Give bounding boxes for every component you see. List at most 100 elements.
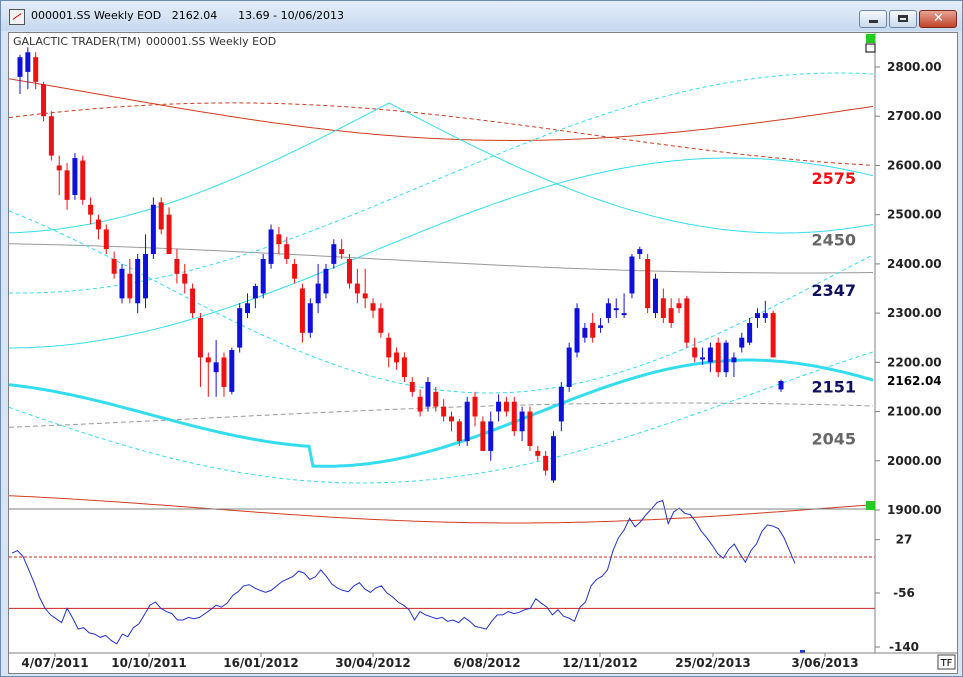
- oscillator-tick-label: 27: [896, 533, 913, 547]
- candle-up: [315, 283, 321, 304]
- candle-down: [64, 170, 70, 200]
- price-axis: 1900.00 2000.00 2100.00 2200.00 2300.00 2400.…: [875, 60, 942, 517]
- candle-down: [543, 455, 549, 471]
- candle-up: [519, 411, 525, 432]
- candle-up: [762, 313, 768, 319]
- candle-up: [229, 350, 235, 392]
- red-band-upper: [8, 78, 874, 141]
- candle-up: [307, 303, 313, 333]
- candle-down: [535, 450, 541, 456]
- candle-down: [472, 396, 478, 417]
- price-tick-label: 2500.00: [887, 208, 942, 222]
- chart-panel[interactable]: 1900.00 2000.00 2100.00 2200.00 2300.00 2400.…: [8, 32, 958, 674]
- candle-down: [684, 298, 690, 343]
- level-annotation: 2045: [811, 430, 856, 449]
- candle-down: [362, 293, 368, 299]
- oscillator-line: [11, 499, 796, 645]
- candle-down: [409, 382, 415, 392]
- level-annotation: 2151: [811, 377, 856, 396]
- candle-down: [347, 258, 353, 284]
- candle-up: [213, 362, 219, 373]
- candle-down: [339, 249, 345, 255]
- price-tick-label: 2700.00: [887, 109, 942, 123]
- symbol-label: 000001.SS Weekly EOD: [146, 35, 276, 48]
- candle-down: [645, 258, 651, 309]
- candle-up: [72, 158, 78, 195]
- maximize-icon: [898, 15, 908, 22]
- candle-down: [511, 401, 517, 432]
- candle-down: [527, 411, 533, 447]
- candle-down: [370, 303, 376, 311]
- candle-down: [386, 337, 392, 358]
- candle-down: [417, 396, 423, 412]
- candle-down: [197, 318, 203, 358]
- chart-svg[interactable]: 1900.00 2000.00 2100.00 2200.00 2300.00 2400.…: [8, 33, 957, 673]
- candle-down: [284, 244, 290, 259]
- title-bar[interactable]: 000001.SS Weekly EOD 2162.04 13.69 - 10/…: [1, 1, 962, 31]
- window-title: 000001.SS Weekly EOD 2162.04 13.69 - 10/…: [31, 9, 345, 22]
- candle-down: [715, 342, 721, 373]
- candle-down: [433, 391, 439, 407]
- candle-down: [503, 401, 509, 412]
- pane-toggle-button[interactable]: [865, 43, 876, 53]
- time-axis: 4/07/2011 10/10/2011 16/01/2012 30/04/2012 6…: [21, 653, 859, 670]
- candle-down: [158, 202, 164, 230]
- candle-down: [299, 288, 305, 333]
- maximize-button[interactable]: [889, 10, 917, 28]
- candle-down: [56, 165, 62, 171]
- candle-up: [707, 347, 713, 363]
- candle-up: [723, 342, 729, 373]
- candle-down: [174, 258, 180, 274]
- price-tick-label: 2300.00: [887, 306, 942, 320]
- candle-down: [378, 308, 384, 333]
- candle-up: [464, 401, 470, 442]
- candle-down: [692, 347, 698, 358]
- candle-down: [166, 214, 172, 255]
- cyan-band-mid: [9, 157, 874, 349]
- price-tick-label: 1900.00: [887, 503, 942, 517]
- candle-up: [252, 286, 258, 299]
- candle-up: [613, 308, 619, 311]
- candle-down: [668, 308, 674, 323]
- candle-up: [323, 268, 329, 294]
- price-tick-label: 2200.00: [887, 355, 942, 369]
- candle-down: [41, 84, 47, 117]
- candle-up: [574, 308, 580, 353]
- price-tick-label: 2100.00: [887, 405, 942, 419]
- bottom-marker: [866, 501, 875, 510]
- tf-button[interactable]: [937, 654, 956, 670]
- close-button[interactable]: ✕: [919, 10, 957, 28]
- cyan-band-dashed-a: [8, 210, 874, 394]
- candle-down: [221, 357, 227, 387]
- candle-down: [111, 258, 117, 274]
- cyan-band-primary: [8, 358, 874, 468]
- last-price-label: 2162.04: [887, 374, 942, 388]
- candle-up: [550, 436, 556, 481]
- oscillator: [9, 499, 875, 653]
- oscillator-axis: 27 -56 -140: [875, 533, 919, 654]
- candle-down: [33, 57, 39, 82]
- candle-down: [292, 263, 298, 279]
- red-band-lower: [8, 102, 874, 166]
- candle-up: [25, 52, 31, 72]
- candle-down: [770, 313, 776, 358]
- minimize-button[interactable]: [859, 10, 887, 28]
- time-tick-label: 10/10/2011: [111, 656, 187, 670]
- candle-down: [276, 234, 282, 245]
- candle-up: [150, 204, 156, 255]
- candle-up: [731, 357, 737, 363]
- candle-down: [448, 416, 454, 422]
- candle-down: [394, 352, 400, 363]
- level-annotation: 2450: [811, 230, 856, 249]
- indicator-name: GALACTIC TRADER(TM): [13, 35, 141, 48]
- candle-up: [496, 401, 502, 412]
- candle-down: [401, 357, 407, 378]
- candle-down: [205, 357, 211, 363]
- candle-down: [190, 288, 196, 314]
- oscillator-marker: [800, 650, 805, 653]
- tf-label: TF: [940, 658, 953, 669]
- candle-up: [700, 357, 706, 360]
- price-tick-label: 2800.00: [887, 60, 942, 74]
- candle-up: [268, 229, 274, 264]
- chart-background: [9, 33, 957, 673]
